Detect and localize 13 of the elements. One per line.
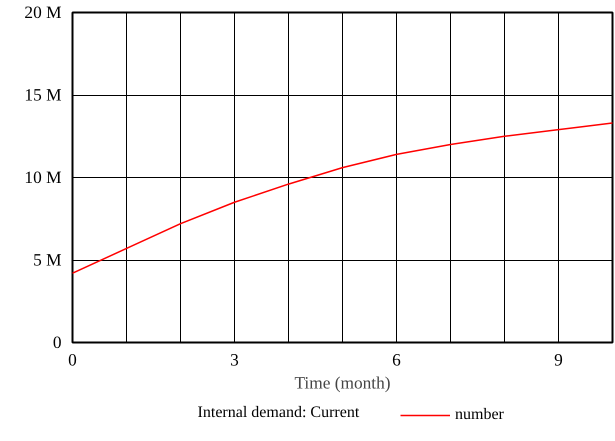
x-tick-label: 3 <box>230 350 239 370</box>
x-tick-label: 0 <box>68 350 77 370</box>
y-tick-label: 10 M <box>24 168 62 187</box>
y-tick-label: 0 <box>52 333 62 352</box>
y-tick-label: 15 M <box>24 86 62 104</box>
legend-title: Internal demand: Current <box>198 404 360 421</box>
x-tick-label: 6 <box>392 350 402 370</box>
y-tick-label: 5 M <box>33 250 62 270</box>
line-series <box>72 122 612 274</box>
legend-label: number <box>455 406 504 424</box>
x-axis-title: Time (month) <box>294 374 391 392</box>
x-tick-label: 9 <box>554 350 563 370</box>
y-tick-label: 20 M <box>24 3 62 22</box>
